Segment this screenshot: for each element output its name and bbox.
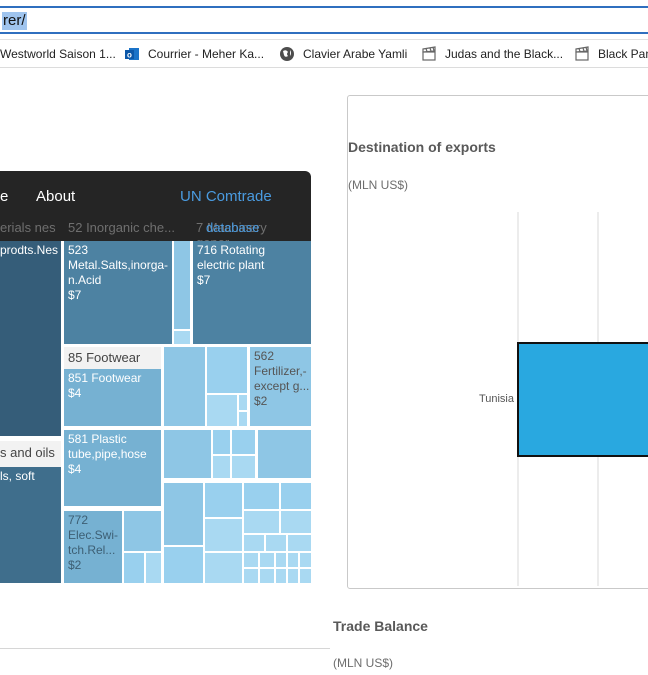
treemap-tile[interactable] [244, 483, 279, 509]
trade-balance-unit: (MLN US$) [333, 656, 394, 670]
treemap-tile[interactable] [164, 430, 211, 478]
tile-label: prodts.Nes [0, 243, 59, 257]
exports-treemap: prodts.Nes s and oils ls, soft 523 Metal… [0, 241, 311, 584]
treemap-tile[interactable] [207, 395, 237, 426]
treemap-tile[interactable] [207, 347, 247, 393]
exports-chart-title: Destination of exports [348, 139, 496, 155]
treemap-tile[interactable]: 716 Rotating electric plant $7 [193, 241, 311, 344]
tile-label: 851 Footwear $4 [68, 371, 142, 400]
treemap-tile[interactable] [276, 553, 286, 567]
url-input[interactable]: rer/ [0, 6, 648, 34]
treemap-tile[interactable] [164, 547, 203, 583]
treemap-tile[interactable] [300, 553, 311, 567]
trade-balance-title: Trade Balance [333, 618, 428, 634]
treemap-tile[interactable] [258, 430, 311, 478]
group-label: 85 Footwear [68, 350, 141, 365]
nav-item-partial[interactable]: e [0, 188, 9, 205]
treemap-tile[interactable] [281, 511, 311, 533]
group-label: s and oils [0, 445, 55, 460]
treemap-tile[interactable]: 581 Plastic tube,pipe,hose $4 [64, 430, 161, 506]
treemap-tile[interactable] [288, 535, 311, 551]
category-label-tunisia: Tunisia [479, 393, 515, 405]
bookmark-label: Courrier - Meher Ka... [148, 47, 265, 61]
treemap-tile[interactable] [174, 331, 190, 344]
treemap-tile[interactable] [276, 569, 286, 583]
treemap-tile[interactable] [244, 569, 258, 583]
tile-label: 523 Metal.Salts,inorga- n.Acid $7 [68, 243, 169, 302]
treemap-tile[interactable] [288, 553, 298, 567]
film-clapper-icon [574, 46, 590, 62]
tile-label: ls, soft [0, 469, 35, 483]
treemap-tile[interactable] [266, 535, 286, 551]
treemap-tile[interactable] [164, 347, 205, 426]
treemap-tile[interactable] [239, 395, 247, 410]
bookmark-label: Westworld Saison 1... [0, 47, 116, 61]
treemap-tile[interactable] [281, 483, 311, 509]
outlook-icon: o [124, 46, 140, 62]
film-clapper-icon [421, 46, 437, 62]
exports-chart-panel: Destination of exports (MLN US$) Tunisia [347, 95, 648, 589]
url-text: rer/ [2, 12, 27, 30]
treemap-tile[interactable] [232, 456, 255, 478]
treemap-tile[interactable] [260, 569, 274, 583]
treemap-tile[interactable] [244, 535, 264, 551]
treemap-tile[interactable]: ls, soft [0, 467, 61, 583]
treemap-tile[interactable]: 562 Fertilizer,- except g... $2 [250, 347, 311, 426]
bookmark-label: Judas and the Black... [445, 47, 564, 61]
svg-text:o: o [127, 51, 132, 60]
treemap-tile[interactable] [205, 553, 242, 583]
treemap-tile[interactable] [213, 430, 230, 454]
tile-label: 562 Fertilizer,- except g... $2 [254, 349, 310, 408]
database-link[interactable]: database [206, 220, 260, 235]
treemap-tile[interactable]: 772 Elec.Swi- tch.Rel... $2 [64, 511, 122, 583]
treemap-tile[interactable] [232, 430, 255, 454]
treemap-tile[interactable]: prodts.Nes [0, 241, 61, 436]
globe-icon [279, 46, 295, 62]
app-header: e About UN Comtrade erials nes 52 Inorga… [0, 171, 311, 250]
section-divider [0, 648, 330, 649]
treemap-group-header: s and oils [0, 441, 61, 467]
treemap-tile[interactable] [244, 553, 258, 567]
tile-label: 581 Plastic tube,pipe,hose $4 [68, 432, 147, 476]
treemap-tile[interactable] [213, 456, 230, 478]
treemap-tile[interactable] [146, 553, 161, 583]
treemap-tile[interactable]: 851 Footwear $4 [64, 369, 161, 426]
category-label: 52 Inorganic che... [68, 220, 175, 235]
tile-label: 716 Rotating electric plant $7 [197, 243, 266, 287]
treemap-tile[interactable] [174, 241, 190, 329]
treemap-tile[interactable] [124, 511, 161, 551]
exports-chart: Tunisia [479, 212, 648, 586]
treemap-tile[interactable] [205, 483, 242, 517]
bookmarks-bar: Westworld Saison 1... o Courrier - Meher… [0, 40, 648, 68]
category-label: erials nes [0, 220, 56, 235]
treemap-tile[interactable] [288, 569, 298, 583]
address-bar: rer/ [0, 0, 648, 40]
treemap-tile[interactable] [300, 569, 311, 583]
treemap-tile[interactable] [244, 511, 279, 533]
treemap-tile[interactable] [239, 412, 247, 426]
un-comtrade-link[interactable]: UN Comtrade [180, 188, 272, 205]
treemap-tile[interactable] [124, 553, 144, 583]
bookmark-label: Black Pan [598, 47, 648, 61]
bar-tunisia[interactable] [517, 342, 648, 457]
treemap-tile[interactable] [260, 553, 274, 567]
treemap-tile[interactable]: 523 Metal.Salts,inorga- n.Acid $7 [64, 241, 172, 344]
treemap-category-labels: erials nes 52 Inorganic che... 7 Machine… [0, 218, 311, 250]
treemap-tile[interactable] [205, 519, 242, 551]
bookmark-label: Clavier Arabe Yamli [303, 47, 408, 61]
nav-item-about[interactable]: About [36, 188, 76, 205]
treemap-group-header: 85 Footwear [64, 347, 161, 369]
treemap-tile[interactable] [164, 483, 203, 545]
exports-chart-unit: (MLN US$) [348, 178, 409, 192]
tile-label: 772 Elec.Swi- tch.Rel... $2 [68, 513, 119, 572]
